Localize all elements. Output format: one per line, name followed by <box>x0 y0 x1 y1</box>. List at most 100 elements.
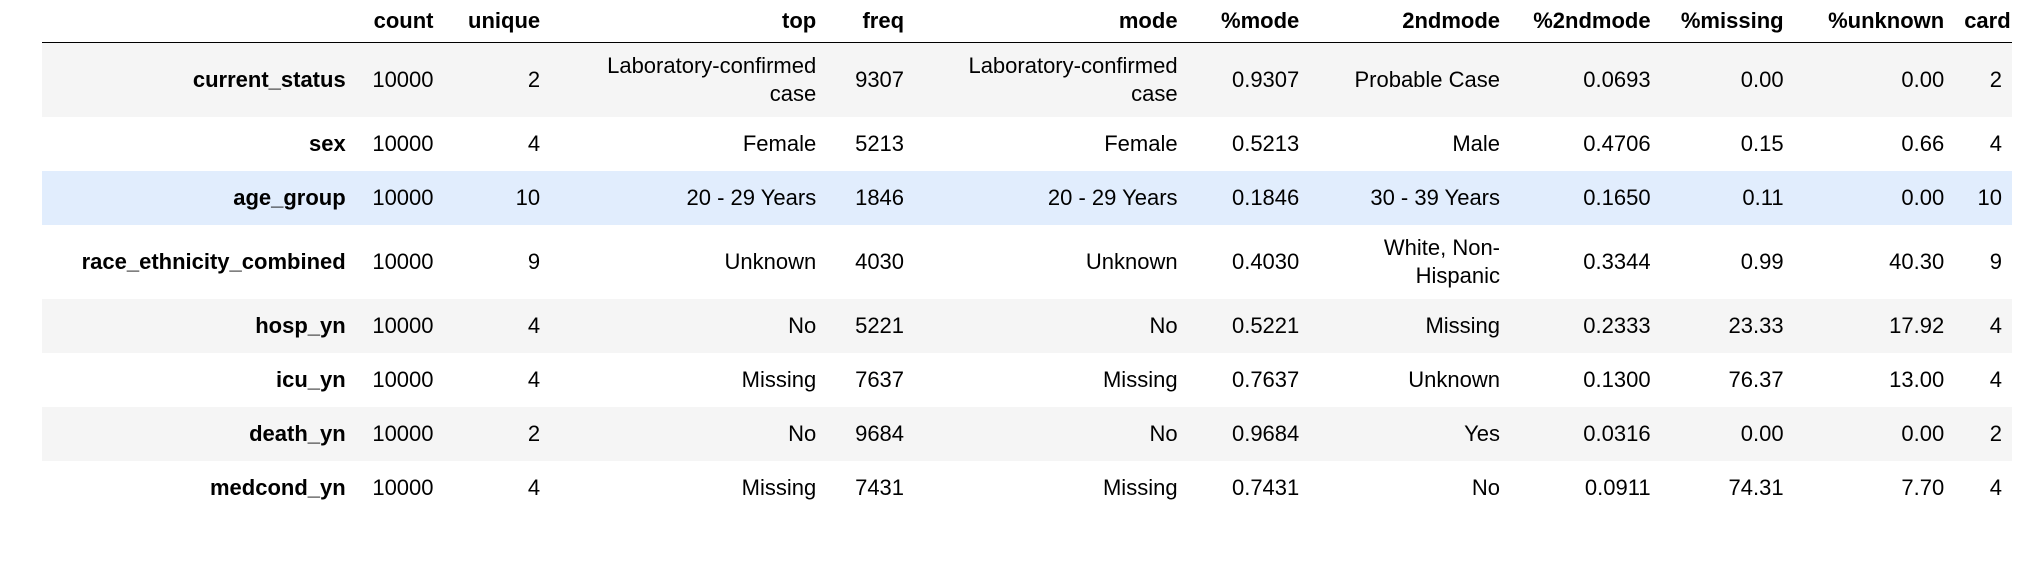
cell-unique: 4 <box>527 130 541 156</box>
cell-2ndmode: Missing <box>1425 312 1501 338</box>
cell-freq: 9684 <box>855 420 905 446</box>
cell-top: Missing <box>741 474 817 500</box>
row-index-label: death_yn <box>249 420 346 446</box>
column-header-2ndmode: 2ndmode <box>1309 0 1511 43</box>
column-header-freq: freq <box>826 0 915 43</box>
cell-pct-missing: 0.99 <box>1740 248 1784 274</box>
cell-mode: Female <box>1104 130 1178 156</box>
table-row: death_yn 10000 2 No 9684 No 0.9684 Yes 0… <box>42 406 2012 461</box>
column-header-pct-mode: %mode <box>1187 0 1310 43</box>
table-row: current_status 10000 2 Laboratory-confir… <box>42 42 2012 117</box>
cell-top: 20 - 29 Years <box>686 184 817 210</box>
cell-card: 2 <box>1989 420 2002 446</box>
cell-top: Unknown <box>724 248 817 274</box>
cell-pct-mode: 0.1846 <box>1231 184 1300 210</box>
cell-pct-unknown: 13.00 <box>1889 366 1945 392</box>
column-header-top: top <box>550 0 827 43</box>
cell-pct-unknown: 17.92 <box>1889 312 1945 338</box>
cell-count: 10000 <box>372 366 434 392</box>
cell-pct-missing: 0.11 <box>1742 184 1784 210</box>
cell-count: 10000 <box>372 184 434 210</box>
column-header-count: count <box>355 0 444 43</box>
cell-pct-unknown: 0.00 <box>1901 184 1945 210</box>
header-row: count unique top freq mode %mode 2ndmode… <box>42 0 2012 43</box>
cell-2ndmode: Male <box>1452 130 1501 156</box>
column-header-pct-missing: %missing <box>1660 0 1794 43</box>
dataframe-output: count unique top freq mode %mode 2ndmode… <box>42 0 2012 515</box>
row-index-label: icu_yn <box>275 366 346 392</box>
cell-freq: 7637 <box>855 366 905 392</box>
cell-freq: 4030 <box>855 248 905 274</box>
row-index-label: sex <box>308 130 346 156</box>
cell-mode: Missing <box>1102 474 1178 500</box>
cell-2ndmode: 30 - 39 Years <box>1370 184 1501 210</box>
cell-pct-2ndmode: 0.4706 <box>1583 130 1651 156</box>
cell-2ndmode: Probable Case <box>1354 66 1501 92</box>
cell-top: Missing <box>741 366 817 392</box>
row-index-label: age_group <box>233 184 346 210</box>
cell-freq: 5213 <box>855 130 905 156</box>
cell-card: 10 <box>1977 184 2002 210</box>
cell-top: Laboratory-confirmed case <box>607 52 817 106</box>
column-header-unique: unique <box>443 0 551 43</box>
cell-unique: 9 <box>527 248 541 274</box>
cell-pct-2ndmode: 0.3344 <box>1583 248 1651 274</box>
cell-mode: 20 - 29 Years <box>1047 184 1178 210</box>
cell-pct-mode: 0.5221 <box>1231 312 1300 338</box>
cell-mode: Unknown <box>1085 248 1178 274</box>
column-header-card: card <box>1954 0 2012 43</box>
cell-freq: 5221 <box>855 312 905 338</box>
cell-pct-missing: 23.33 <box>1728 312 1784 338</box>
cell-unique: 4 <box>527 366 541 392</box>
cell-mode: Laboratory-confirmed case <box>968 52 1178 106</box>
cell-count: 10000 <box>372 248 434 274</box>
table-row: medcond_yn 10000 4 Missing 7431 Missing … <box>42 460 2012 515</box>
cell-pct-unknown: 0.66 <box>1901 130 1945 156</box>
cell-pct-mode: 0.9684 <box>1231 420 1300 446</box>
cell-card: 4 <box>1989 474 2002 500</box>
column-header-mode: mode <box>914 0 1188 43</box>
cell-pct-unknown: 40.30 <box>1889 248 1945 274</box>
cell-pct-missing: 0.00 <box>1740 420 1784 446</box>
cell-pct-missing: 0.00 <box>1740 66 1784 92</box>
cell-freq: 1846 <box>855 184 905 210</box>
cell-card: 4 <box>1989 366 2002 392</box>
row-index-label: current_status <box>192 66 346 92</box>
cell-2ndmode: Unknown <box>1408 366 1501 392</box>
table-row: icu_yn 10000 4 Missing 7637 Missing 0.76… <box>42 352 2012 407</box>
cell-count: 10000 <box>372 312 434 338</box>
cell-pct-2ndmode: 0.2333 <box>1583 312 1651 338</box>
summary-table: count unique top freq mode %mode 2ndmode… <box>42 0 2012 515</box>
cell-unique: 2 <box>527 66 541 92</box>
row-index-label: medcond_yn <box>209 474 346 500</box>
cell-2ndmode: White, Non-Hispanic <box>1383 234 1501 288</box>
cell-mode: No <box>1149 420 1178 446</box>
cell-count: 10000 <box>372 420 434 446</box>
table-row: age_group 10000 10 20 - 29 Years 1846 20… <box>42 170 2012 225</box>
cell-2ndmode: No <box>1471 474 1501 500</box>
table-row: race_ethnicity_combined 10000 9 Unknown … <box>42 224 2012 299</box>
cell-freq: 7431 <box>855 474 905 500</box>
cell-freq: 9307 <box>855 66 905 92</box>
cell-pct-2ndmode: 0.1300 <box>1583 366 1651 392</box>
cell-unique: 10 <box>515 184 541 210</box>
cell-pct-unknown: 7.70 <box>1901 474 1945 500</box>
cell-pct-2ndmode: 0.1650 <box>1583 184 1651 210</box>
row-index-label: hosp_yn <box>255 312 346 338</box>
cell-pct-mode: 0.4030 <box>1231 248 1300 274</box>
cell-top: Female <box>742 130 817 156</box>
cell-top: No <box>788 312 817 338</box>
cell-pct-missing: 0.15 <box>1740 130 1784 156</box>
cell-unique: 2 <box>527 420 541 446</box>
cell-pct-missing: 76.37 <box>1728 366 1784 392</box>
row-index-label: race_ethnicity_combined <box>81 248 346 274</box>
cell-pct-mode: 0.7637 <box>1231 366 1300 392</box>
cell-count: 10000 <box>372 66 434 92</box>
cell-top: No <box>788 420 817 446</box>
table-row: sex 10000 4 Female 5213 Female 0.5213 Ma… <box>42 116 2012 171</box>
column-header-pct-2ndmode: %2ndmode <box>1510 0 1661 43</box>
cell-pct-unknown: 0.00 <box>1901 420 1945 446</box>
cell-pct-unknown: 0.00 <box>1901 66 1945 92</box>
cell-mode: Missing <box>1102 366 1178 392</box>
cell-2ndmode: Yes <box>1464 420 1501 446</box>
